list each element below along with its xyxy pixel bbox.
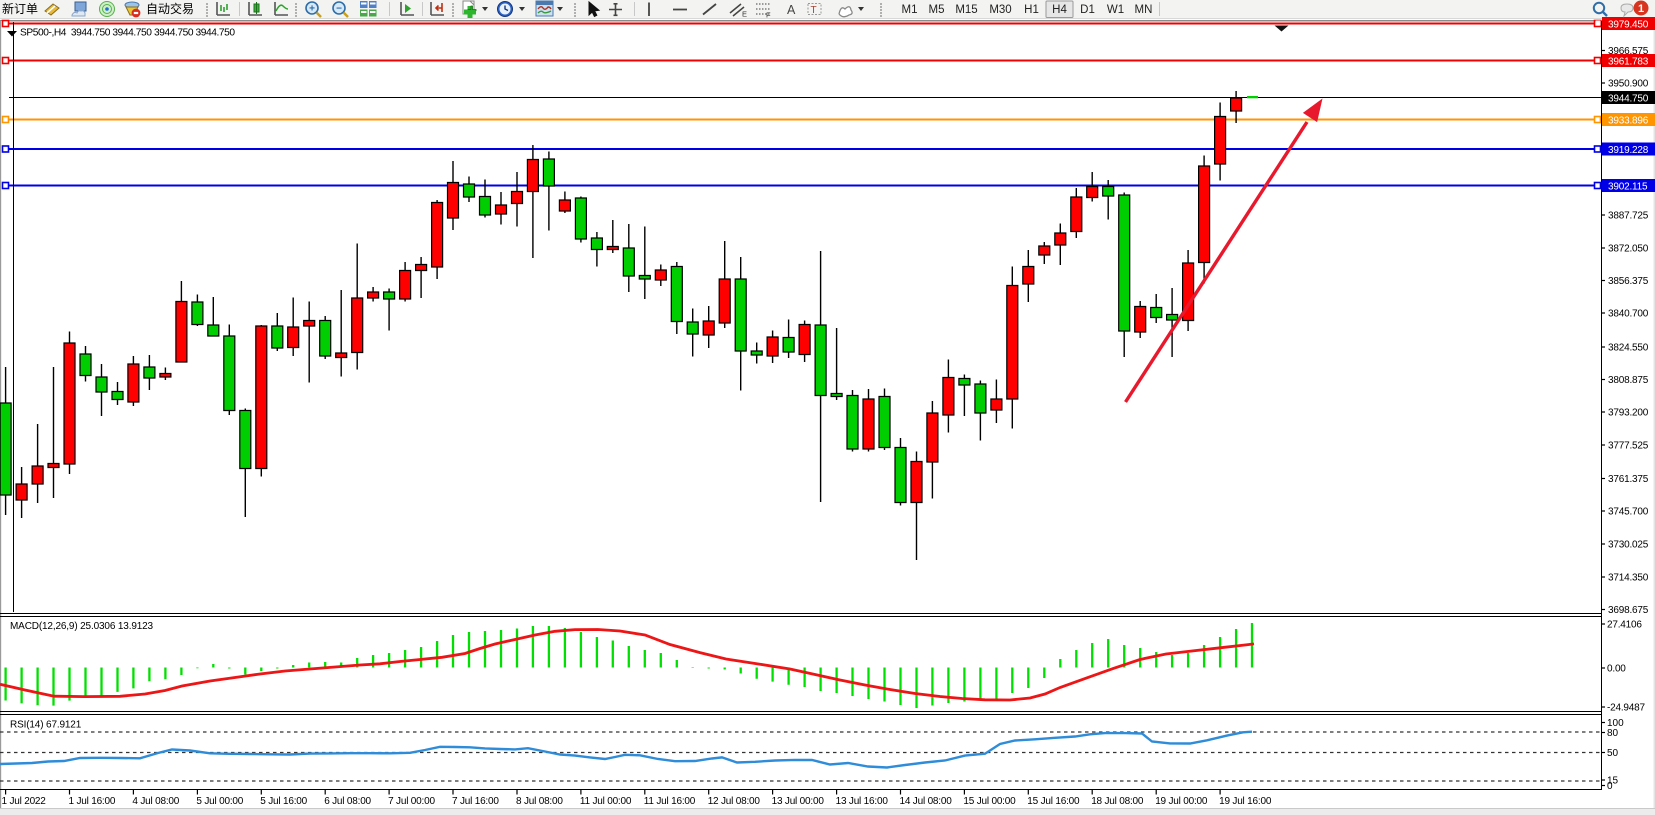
svg-text:3777.525: 3777.525	[1608, 441, 1649, 452]
svg-text:27.4106: 27.4106	[1607, 620, 1642, 631]
svg-text:+: +	[309, 4, 315, 15]
svg-text:3698.675: 3698.675	[1608, 605, 1649, 616]
svg-text:1 Jul 16:00: 1 Jul 16:00	[69, 796, 116, 807]
svg-text:4 Jul 08:00: 4 Jul 08:00	[132, 796, 179, 807]
svg-text:80: 80	[1607, 728, 1619, 739]
svg-text:100: 100	[1607, 718, 1624, 729]
svg-text:5 Jul 16:00: 5 Jul 16:00	[260, 796, 307, 807]
svg-text:自动交易: 自动交易	[146, 1, 194, 16]
svg-text:8 Jul 08:00: 8 Jul 08:00	[516, 796, 563, 807]
svg-text:SP500-,H4 3944.750 3944.750 3: SP500-,H4 3944.750 3944.750 3944.750 394…	[20, 28, 235, 39]
svg-text:3961.783: 3961.783	[1608, 57, 1649, 68]
svg-text:13 Jul 00:00: 13 Jul 00:00	[772, 796, 825, 807]
svg-text:T: T	[811, 5, 817, 16]
svg-text:3979.450: 3979.450	[1608, 20, 1649, 31]
svg-text:12 Jul 08:00: 12 Jul 08:00	[708, 796, 761, 807]
svg-text:3872.050: 3872.050	[1608, 244, 1649, 255]
svg-text:3761.375: 3761.375	[1608, 474, 1649, 485]
svg-text:1 Jul 2022: 1 Jul 2022	[2, 796, 47, 807]
svg-text:18 Jul 08:00: 18 Jul 08:00	[1091, 796, 1144, 807]
svg-text:3933.896: 3933.896	[1608, 116, 1649, 127]
svg-text:3730.025: 3730.025	[1608, 540, 1649, 551]
svg-text:3856.375: 3856.375	[1608, 276, 1649, 287]
svg-text:7 Jul 16:00: 7 Jul 16:00	[452, 796, 499, 807]
svg-text:M1: M1	[902, 4, 918, 16]
svg-text:MACD(12,26,9) 25.0306 13.9123: MACD(12,26,9) 25.0306 13.9123	[10, 621, 154, 632]
svg-text:3793.200: 3793.200	[1608, 408, 1649, 419]
svg-text:3745.700: 3745.700	[1608, 507, 1649, 518]
svg-text:3824.550: 3824.550	[1608, 343, 1649, 354]
svg-text:19 Jul 16:00: 19 Jul 16:00	[1219, 796, 1272, 807]
svg-text:-24.9487: -24.9487	[1607, 703, 1646, 714]
svg-text:7 Jul 00:00: 7 Jul 00:00	[388, 796, 435, 807]
svg-text:50: 50	[1607, 748, 1619, 759]
svg-text:3887.725: 3887.725	[1608, 211, 1649, 222]
svg-text:0.00: 0.00	[1607, 664, 1626, 675]
svg-text:11 Jul 16:00: 11 Jul 16:00	[644, 796, 696, 807]
svg-text:1: 1	[1638, 3, 1644, 15]
svg-text:A: A	[787, 3, 796, 17]
svg-text:14 Jul 08:00: 14 Jul 08:00	[900, 796, 953, 807]
svg-text:MN: MN	[1135, 4, 1153, 16]
svg-text:3944.750: 3944.750	[1608, 94, 1649, 105]
svg-text:0: 0	[1607, 781, 1613, 792]
svg-text:E: E	[742, 10, 747, 19]
svg-text:15: 15	[1607, 776, 1619, 787]
svg-text:3840.700: 3840.700	[1608, 309, 1649, 320]
svg-text:H1: H1	[1024, 4, 1039, 16]
svg-text:3902.115: 3902.115	[1608, 182, 1648, 193]
svg-text:D1: D1	[1080, 4, 1095, 16]
svg-text:F: F	[766, 11, 771, 20]
svg-text:3808.875: 3808.875	[1608, 375, 1649, 386]
svg-text:19 Jul 00:00: 19 Jul 00:00	[1155, 796, 1208, 807]
svg-text:11 Jul 00:00: 11 Jul 00:00	[580, 796, 632, 807]
svg-text:15 Jul 00:00: 15 Jul 00:00	[963, 796, 1016, 807]
svg-text:RSI(14) 67.9121: RSI(14) 67.9121	[10, 720, 82, 731]
svg-text:3919.228: 3919.228	[1608, 145, 1649, 156]
svg-text:新订单: 新订单	[2, 1, 38, 16]
svg-text:M30: M30	[989, 4, 1011, 16]
svg-text:5 Jul 00:00: 5 Jul 00:00	[196, 796, 243, 807]
svg-text:15 Jul 16:00: 15 Jul 16:00	[1027, 796, 1080, 807]
svg-text:H4: H4	[1052, 4, 1067, 16]
svg-text:W1: W1	[1107, 4, 1124, 16]
svg-text:13 Jul 16:00: 13 Jul 16:00	[836, 796, 889, 807]
svg-text:−: −	[336, 4, 342, 15]
svg-text:3714.350: 3714.350	[1608, 573, 1649, 584]
svg-text:3950.900: 3950.900	[1608, 79, 1649, 90]
svg-text:M15: M15	[955, 4, 977, 16]
svg-text:6 Jul 08:00: 6 Jul 08:00	[324, 796, 371, 807]
svg-text:M5: M5	[929, 4, 945, 16]
svg-text:3966.575: 3966.575	[1608, 46, 1649, 57]
